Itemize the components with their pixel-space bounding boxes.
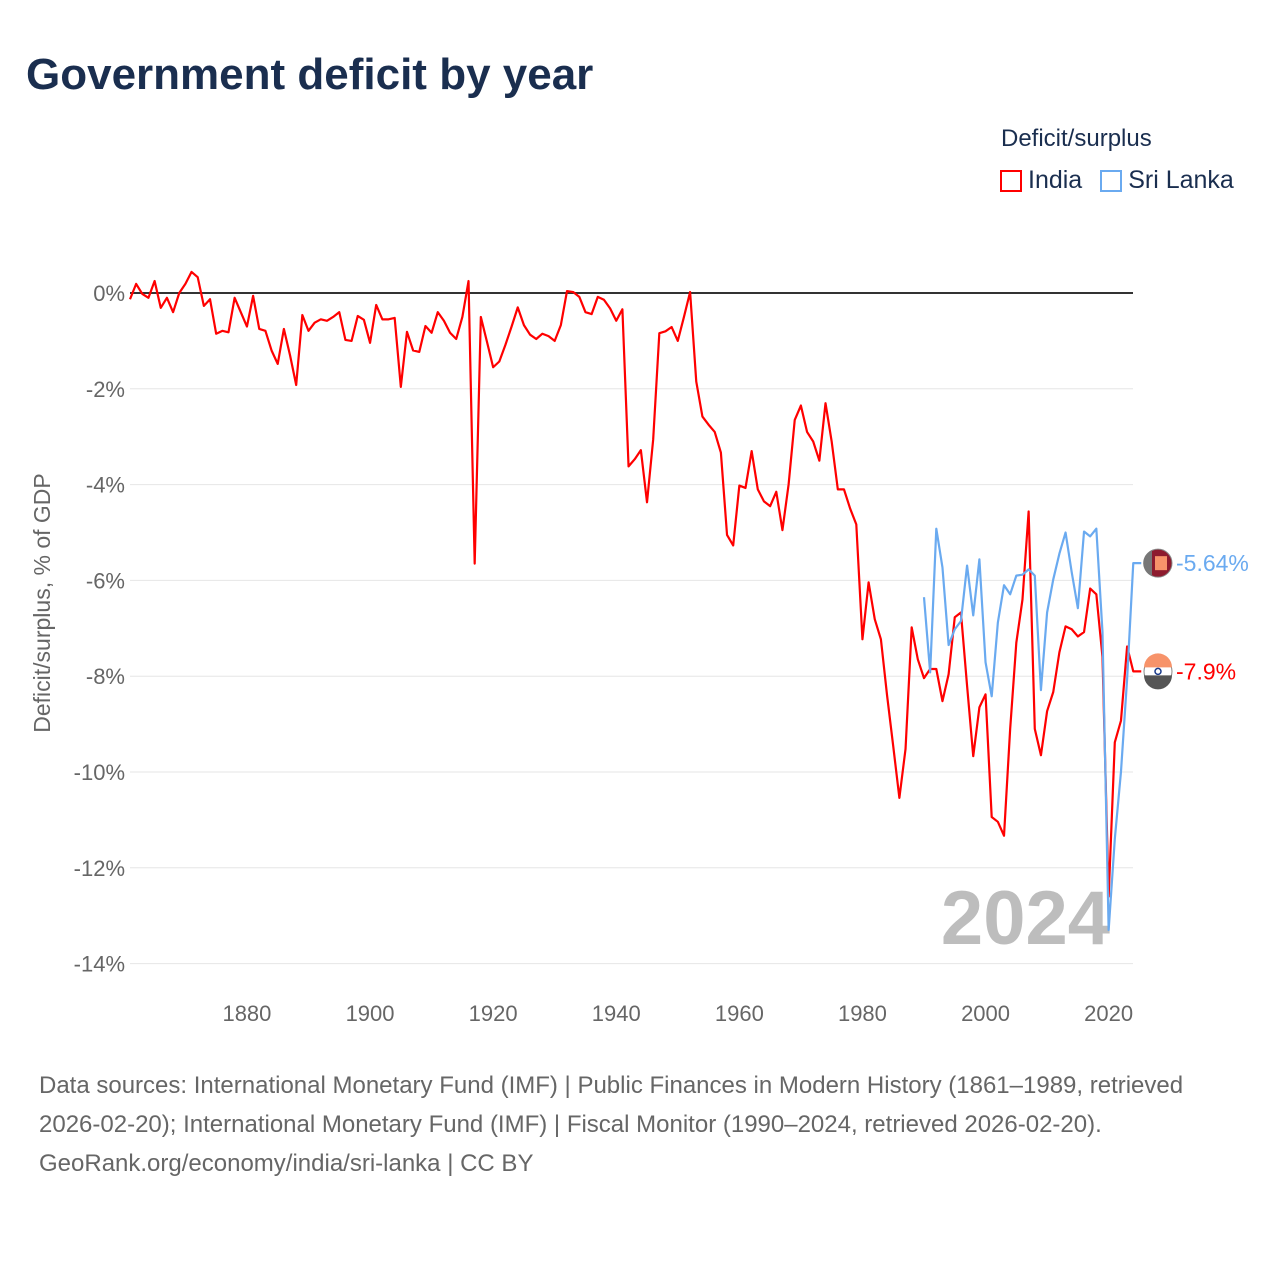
x-tick-label: 1960: [715, 1001, 764, 1026]
y-tick-label: -6%: [86, 568, 125, 593]
y-tick-label: 0%: [93, 281, 125, 306]
y-tick-label: -14%: [74, 952, 125, 977]
series-line-india: [128, 270, 1142, 898]
x-tick-label: 1900: [346, 1001, 395, 1026]
legend-title: Deficit/surplus: [1001, 125, 1152, 152]
y-axis-label: Deficit/surplus, % of GDP: [29, 473, 55, 732]
y-tick-label: -2%: [86, 377, 125, 402]
x-tick-label: 1880: [222, 1001, 271, 1026]
legend-label-india: India: [1028, 166, 1083, 194]
flag-wheel: [1154, 667, 1162, 676]
end-value-label: -7.9%: [1176, 658, 1236, 684]
credit-link[interactable]: GeoRank.org/economy/india/sri-lanka | CC…: [39, 1150, 534, 1177]
year-watermark: 2024: [941, 876, 1110, 961]
end-value-label: -5.64%: [1176, 550, 1249, 576]
legend-label-sri-lanka: Sri Lanka: [1128, 166, 1234, 194]
y-tick-label: -10%: [74, 760, 125, 785]
y-tick-label: -4%: [86, 473, 125, 498]
flag-lion-panel: [1155, 556, 1167, 571]
x-tick-label: 1940: [592, 1001, 641, 1026]
legend-swatch-india: [1000, 169, 1022, 192]
x-tick-label: 1920: [469, 1001, 518, 1026]
y-tick-label: -12%: [74, 856, 125, 881]
legend-item-india[interactable]: India: [1000, 166, 1082, 195]
legend-item-sri-lanka[interactable]: Sri Lanka: [1100, 166, 1234, 195]
flag-stripe: [1144, 675, 1172, 690]
flag-stripe: [1144, 653, 1172, 668]
legend-swatch-sri-lanka: [1100, 169, 1123, 192]
series-line-sri-lanka: [922, 527, 1142, 932]
y-tick-label: -8%: [86, 664, 125, 689]
flag-stripe: [1143, 550, 1152, 577]
footer: Data sources: International Monetary Fun…: [39, 1066, 1239, 1183]
x-tick-label: 2020: [1084, 1001, 1133, 1026]
x-tick-label: 1980: [838, 1001, 887, 1026]
x-tick-label: 2000: [961, 1001, 1010, 1026]
data-sources: Data sources: International Monetary Fun…: [39, 1072, 1184, 1138]
legend: India Sri Lanka: [1000, 166, 1234, 195]
chart-title: Government deficit by year: [26, 50, 594, 99]
